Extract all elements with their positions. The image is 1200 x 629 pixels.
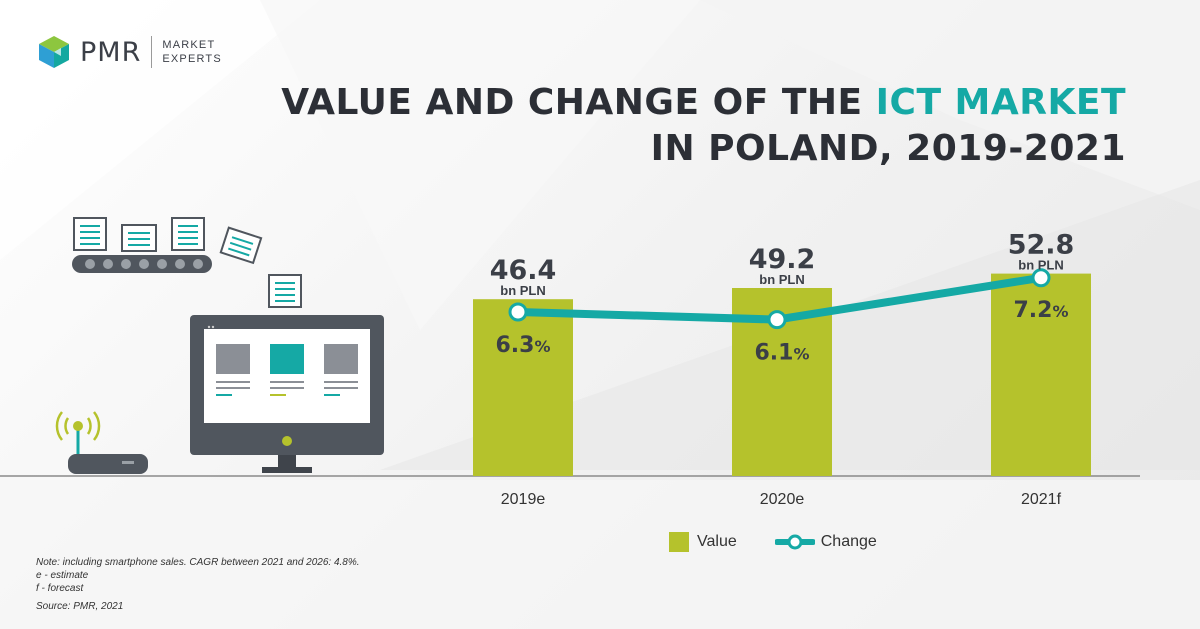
footnote-estimate: e - estimate (36, 570, 89, 581)
document-icon (268, 274, 302, 308)
source-note: Source: PMR, 2021 (36, 601, 124, 612)
brand-subtitle-line2: EXPERTS (162, 53, 222, 65)
value-unit-label: bn PLN (1018, 258, 1064, 273)
brand-subtitle-line1: MARKET (162, 39, 216, 51)
legend-value-swatch (669, 532, 689, 552)
footnote-forecast: f - forecast (36, 583, 84, 594)
value-label: 49.2 (749, 244, 816, 275)
footnote-note: Note: including smartphone sales. CAGR b… (36, 557, 360, 568)
brand-logo[interactable]: PMR MARKET EXPERTS (36, 34, 222, 70)
change-point (767, 310, 787, 330)
footnotes: Note: including smartphone sales. CAGR b… (36, 556, 360, 595)
change-label: 6.3% (495, 333, 550, 358)
change-label: 7.2% (1013, 298, 1068, 323)
illustration (55, 217, 384, 474)
title-line1: VALUE AND CHANGE OF THE ICT MARKET (281, 80, 1126, 126)
value-unit-label: bn PLN (759, 272, 805, 287)
brand-subtitle: MARKET EXPERTS (162, 38, 222, 66)
page-title: VALUE AND CHANGE OF THE ICT MARKET IN PO… (281, 80, 1126, 172)
brand-name: PMR (80, 36, 142, 68)
title-line2: IN POLAND, 2019-2021 (650, 128, 1126, 169)
logo-divider (151, 36, 153, 68)
value-label: 46.4 (490, 255, 557, 286)
pmr-logo-icon (39, 36, 69, 68)
value-label: 52.8 (1008, 230, 1075, 261)
x-tick-label: 2020e (760, 491, 805, 508)
legend-change-swatch (773, 532, 816, 552)
change-point (1031, 268, 1051, 288)
change-label: 6.1% (754, 341, 809, 366)
bar-2019e (473, 299, 573, 476)
title-highlight: ICT MARKET (875, 82, 1126, 123)
value-unit-label: bn PLN (500, 283, 546, 298)
bar-2021f (991, 273, 1091, 476)
monitor-icon (190, 315, 384, 473)
x-tick-label: 2021f (1021, 491, 1062, 508)
x-tick-label: 2019e (501, 491, 546, 508)
title-line1-text: VALUE AND CHANGE OF THE (281, 82, 876, 123)
legend: Value Change (669, 532, 877, 552)
legend-change-label: Change (820, 533, 877, 550)
conveyor-documents-icon (72, 217, 263, 273)
legend-value-label: Value (697, 533, 737, 550)
router-icon (55, 411, 148, 474)
change-point (508, 302, 528, 322)
